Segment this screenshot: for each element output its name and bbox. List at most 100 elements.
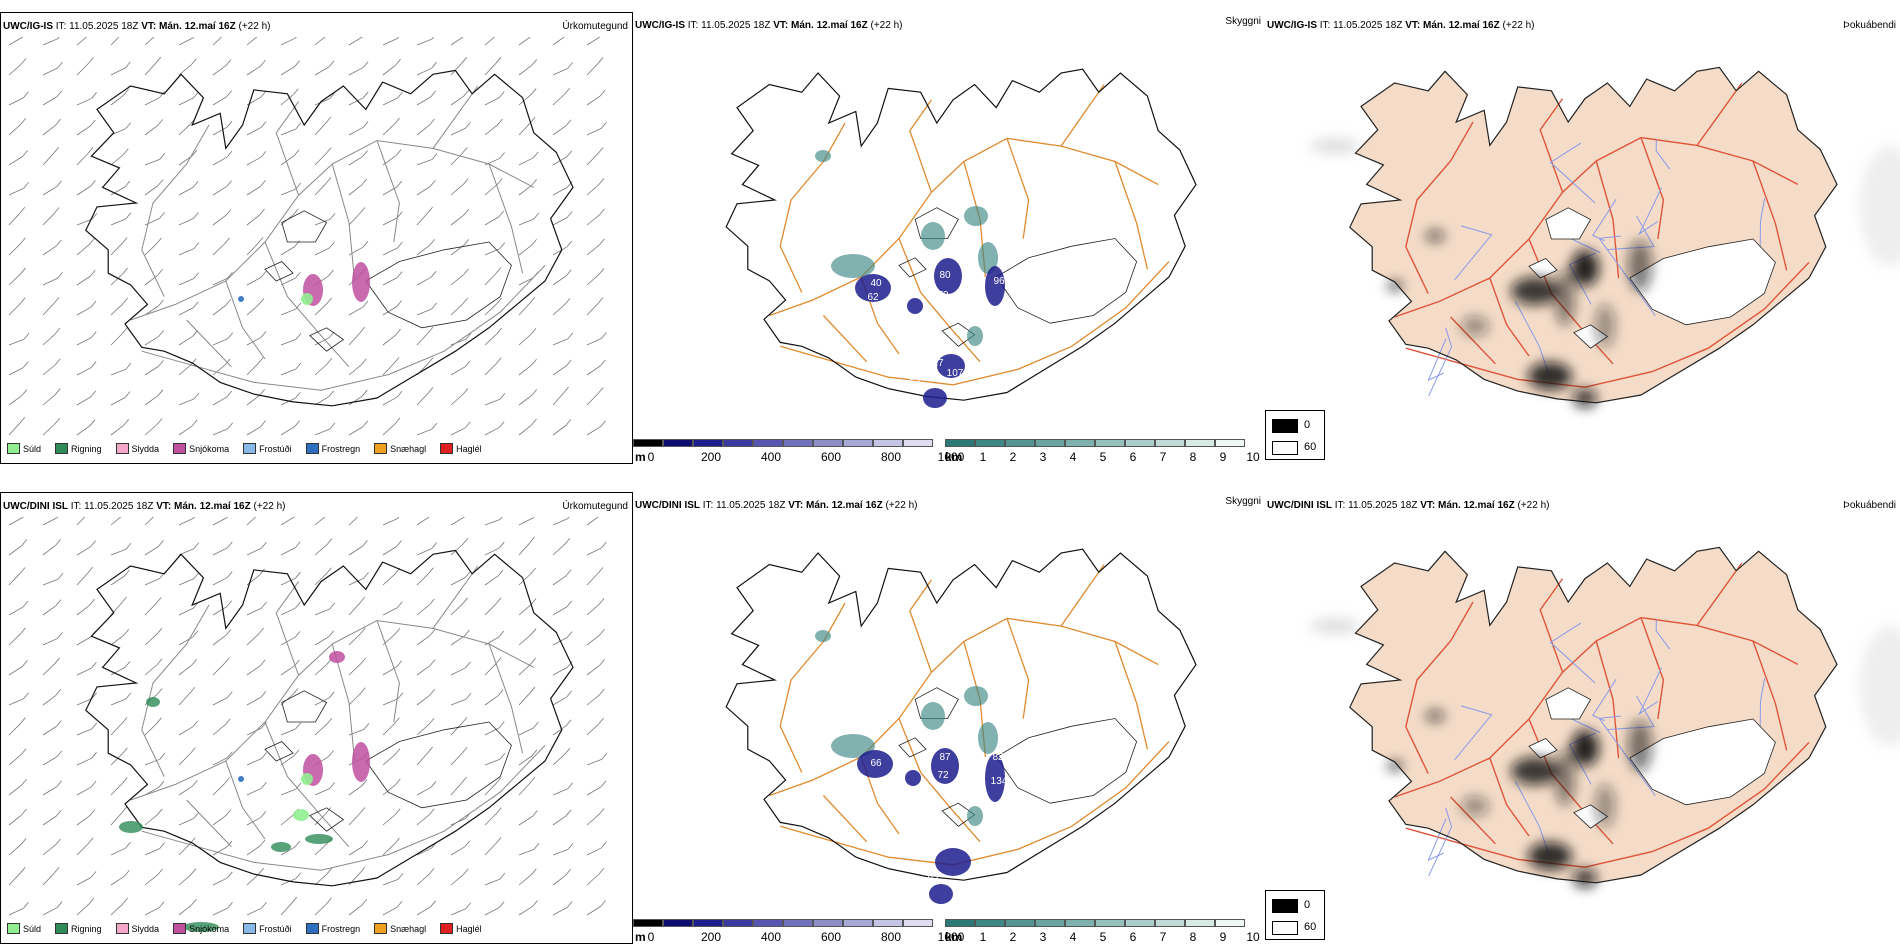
wind-barb-flag [362,61,369,68]
wind-barb [484,216,499,226]
wind-barb-flag [325,116,332,124]
wind-barb [552,874,566,886]
wind-barb [450,874,464,886]
wind-barb-flag [224,237,230,245]
wind-barb-flag [158,540,164,547]
glacier-outline [914,687,959,719]
freezing-rain-area [238,296,244,302]
wind-barb [484,184,498,196]
wind-barb-flag [461,747,468,754]
road-line [822,315,868,363]
wind-barb-flag [397,517,400,519]
wind-barb [382,423,396,436]
wind-barb [246,607,262,616]
init-time-label: IT: [1334,500,1346,511]
wind-barb-flag [54,417,61,425]
wind-barb [110,634,124,646]
wind-barb [586,393,599,406]
wind-barb [552,788,568,796]
wind-barb [484,603,497,616]
wind-barb-flag [292,688,299,695]
wind-barb-flag [499,242,506,250]
wind-barb-flag [22,361,29,368]
wind-barb-flag [431,62,437,69]
wind-barb-flag [191,149,198,157]
wind-barb-flag [326,297,332,305]
fog-legend: 0 60 [1265,410,1325,460]
wind-barb [76,63,89,76]
colorbar-bin [633,439,663,447]
river-line [1549,142,1596,204]
wind-barb-flag [428,718,435,725]
wind-barb [76,98,92,106]
wind-barb-flag [295,182,302,190]
tick-label: 1 [979,450,987,464]
wind-barb [8,606,24,616]
wind-barb [212,305,227,316]
wind-barb-flag [20,748,27,755]
wind-barb-flag [23,91,29,99]
wind-barb [314,664,328,676]
wind-barb [552,187,568,196]
wind-barb [416,38,433,46]
low-visibility-area [815,150,831,162]
tick-label: 0 [647,450,655,464]
wind-barb-flag [600,780,607,788]
wind-barb-flag [87,57,94,64]
wind-barb-flag [56,517,59,518]
wind-barb-flag [121,717,128,724]
wind-barb-flag [362,91,369,99]
wind-barb [8,844,22,856]
wind-barb-flag [227,422,234,429]
river-line [1592,199,1617,242]
wind-barb-flag [530,657,537,665]
wind-barb [212,428,228,436]
glacier-outline [1528,738,1558,759]
wind-barb [110,847,126,856]
wind-barb [518,906,533,916]
wind-barb-flag [258,867,264,875]
river-line [1428,327,1453,397]
wind-barb-flag [123,88,129,96]
wind-barb [416,694,430,706]
river-line [1454,225,1493,281]
wind-barb-flag [226,571,233,578]
wind-barb-flag [90,390,97,398]
wind-barb [518,424,532,436]
wind-barb [382,698,398,706]
wind-barb [314,544,328,556]
wind-barb [280,636,296,646]
wind-barb [42,605,57,616]
wind-barb [280,426,295,436]
wind-barb [348,246,364,256]
colorbar-bin [1035,919,1065,927]
road-line [1450,316,1496,365]
wind-barb [144,366,159,376]
road-line [898,718,981,843]
road-line [275,581,300,676]
wind-barb-flag [464,360,471,368]
snow-area [329,651,345,663]
wind-barb [552,543,566,556]
wind-barb [212,517,228,526]
wind-barb-flag [91,92,97,99]
road-line [488,163,524,274]
valid-time-label: VT: [156,501,172,512]
wind-barb-flag [361,389,368,397]
wind-barb-flag [567,332,574,340]
wind-barb-flag [226,120,233,128]
wind-barb [314,573,327,586]
wind-barb [314,396,329,406]
init-time-label: IT: [55,21,67,32]
wind-barb [518,816,533,826]
wind-barb-flag [193,212,199,219]
road-line [1405,121,1474,294]
tick-label: 4 [1069,930,1077,944]
wind-barb-flag [529,536,535,544]
wind-barb-flag [56,180,62,187]
wind-barb [416,724,430,736]
drizzle-area [301,293,313,305]
wind-barb [382,363,395,376]
wind-barb [110,753,123,766]
wind-barb-flag [325,147,332,154]
